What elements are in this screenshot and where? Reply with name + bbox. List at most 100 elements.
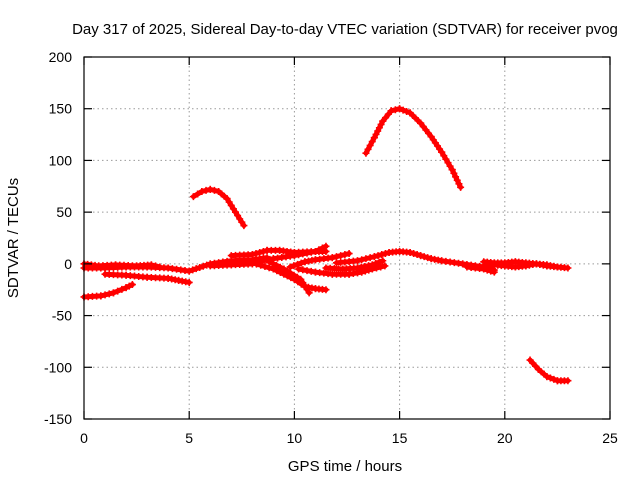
data-point xyxy=(261,263,269,271)
data-point xyxy=(248,251,256,259)
data-point xyxy=(396,105,404,113)
data-point xyxy=(543,373,551,381)
data-point xyxy=(375,258,383,266)
data-point xyxy=(378,251,386,259)
y-tick-label: 0 xyxy=(64,256,72,272)
data-point xyxy=(109,289,117,297)
data-point xyxy=(446,162,454,170)
y-tick-label: 200 xyxy=(49,49,73,65)
data-point xyxy=(354,257,362,265)
x-tick-label: 10 xyxy=(287,430,303,446)
data-point xyxy=(366,141,374,149)
series-arc-3 xyxy=(80,281,136,301)
data-point xyxy=(345,250,353,258)
series-arc-12 xyxy=(322,257,387,273)
data-point xyxy=(440,152,448,160)
data-point xyxy=(370,253,378,261)
y-tick-label: 50 xyxy=(56,204,72,220)
data-point xyxy=(265,264,273,272)
data-point xyxy=(248,259,256,267)
data-point xyxy=(185,278,193,286)
data-point xyxy=(152,262,160,270)
y-tick-label: 100 xyxy=(49,152,73,168)
data-point xyxy=(210,186,218,194)
data-point xyxy=(417,252,425,260)
data-point xyxy=(322,247,330,255)
data-point xyxy=(189,266,197,274)
data-point xyxy=(286,263,294,271)
data-point xyxy=(194,190,202,198)
data-point xyxy=(358,256,366,264)
data-point xyxy=(147,261,155,269)
y-tick-label: -150 xyxy=(44,411,72,427)
data-point xyxy=(273,261,281,269)
data-point xyxy=(399,106,407,114)
data-point xyxy=(452,173,460,181)
y-tick-label: 150 xyxy=(49,101,73,117)
data-point xyxy=(114,287,122,295)
data-point xyxy=(553,263,561,271)
data-point xyxy=(455,180,463,188)
y-tick-label: -100 xyxy=(44,359,72,375)
series-arc-17 xyxy=(480,258,561,271)
data-point xyxy=(196,263,204,271)
data-point xyxy=(381,262,389,270)
data-point xyxy=(253,260,261,268)
data-point xyxy=(118,285,126,293)
data-point xyxy=(448,166,456,174)
series-arc-2 xyxy=(80,260,164,271)
data-point xyxy=(265,258,273,266)
series-arc-7 xyxy=(227,246,330,260)
data-point xyxy=(391,106,399,114)
data-point xyxy=(450,169,458,177)
data-point xyxy=(368,138,376,146)
data-point xyxy=(101,291,109,299)
data-point xyxy=(364,145,372,153)
data-point xyxy=(256,248,264,256)
data-point xyxy=(362,149,370,157)
data-point xyxy=(189,193,197,201)
data-point xyxy=(185,267,193,275)
x-axis-label: GPS time / hours xyxy=(288,458,402,475)
data-point xyxy=(424,254,432,262)
data-point xyxy=(290,262,298,270)
data-point xyxy=(420,253,428,261)
data-point xyxy=(202,186,210,194)
x-tick-label: 25 xyxy=(602,430,618,446)
plot-frame xyxy=(83,56,611,420)
series-arc-5 xyxy=(189,185,248,230)
data-point xyxy=(105,290,113,298)
data-point xyxy=(453,176,461,184)
data-point xyxy=(413,251,421,259)
data-point xyxy=(366,254,374,262)
data-point xyxy=(276,263,284,271)
series-arc-4 xyxy=(101,270,193,286)
data-point xyxy=(381,250,389,258)
x-tick-label: 20 xyxy=(497,430,513,446)
series-arc-14 xyxy=(362,105,465,191)
data-point xyxy=(377,263,385,271)
data-point xyxy=(198,187,206,195)
data-point xyxy=(128,281,136,289)
data-point xyxy=(374,252,382,260)
data-point xyxy=(457,183,465,191)
data-point xyxy=(341,251,349,259)
data-point xyxy=(444,159,452,167)
data-point xyxy=(442,155,450,163)
chart-title: Day 317 of 2025, Sidereal Day-to-day VTE… xyxy=(72,21,618,38)
data-point xyxy=(257,261,265,269)
data-point xyxy=(410,250,418,258)
x-tick-label: 5 xyxy=(185,430,193,446)
data-point xyxy=(438,148,446,156)
data-point xyxy=(269,260,277,268)
data-point xyxy=(206,185,214,193)
data-point xyxy=(294,260,302,268)
data-point xyxy=(192,265,200,273)
data-point xyxy=(199,262,207,270)
data-point xyxy=(322,286,330,294)
data-point xyxy=(297,259,305,267)
data-point xyxy=(337,252,345,260)
data-point xyxy=(328,254,336,262)
data-point xyxy=(379,257,387,265)
